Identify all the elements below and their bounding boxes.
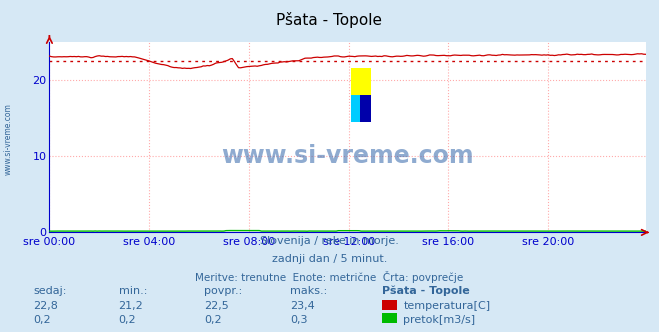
Text: 0,2: 0,2	[33, 315, 51, 325]
Bar	[351, 68, 372, 95]
Bar	[360, 95, 372, 122]
Text: Pšata - Topole: Pšata - Topole	[277, 12, 382, 28]
Text: 0,3: 0,3	[290, 315, 308, 325]
Text: 22,5: 22,5	[204, 301, 229, 311]
Text: 23,4: 23,4	[290, 301, 315, 311]
Text: povpr.:: povpr.:	[204, 286, 243, 296]
Text: Meritve: trenutne  Enote: metrične  Črta: povprečje: Meritve: trenutne Enote: metrične Črta: …	[195, 271, 464, 283]
Text: temperatura[C]: temperatura[C]	[403, 301, 490, 311]
Text: www.si-vreme.com: www.si-vreme.com	[221, 144, 474, 168]
Text: sedaj:: sedaj:	[33, 286, 67, 296]
Text: www.si-vreme.com: www.si-vreme.com	[3, 104, 13, 175]
Text: Slovenija / reke in morje.: Slovenija / reke in morje.	[260, 236, 399, 246]
Text: zadnji dan / 5 minut.: zadnji dan / 5 minut.	[272, 254, 387, 264]
Text: min.:: min.:	[119, 286, 147, 296]
Text: 21,2: 21,2	[119, 301, 144, 311]
Text: 0,2: 0,2	[119, 315, 136, 325]
Text: 22,8: 22,8	[33, 301, 58, 311]
Text: pretok[m3/s]: pretok[m3/s]	[403, 315, 475, 325]
Text: maks.:: maks.:	[290, 286, 328, 296]
Text: 0,2: 0,2	[204, 315, 222, 325]
Text: Pšata - Topole: Pšata - Topole	[382, 285, 470, 296]
Bar	[351, 95, 362, 122]
